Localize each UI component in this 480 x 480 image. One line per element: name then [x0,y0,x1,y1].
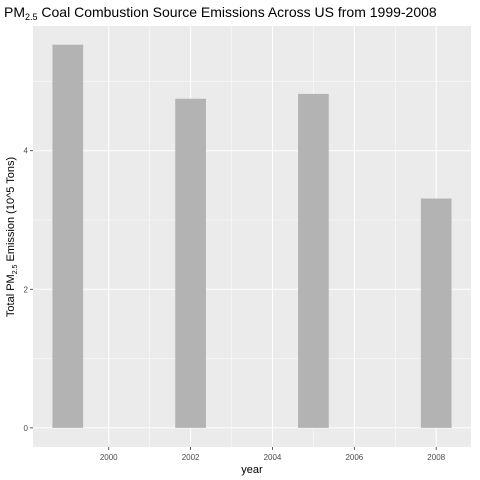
y-tick-label: 4 [24,147,29,156]
x-tick-label: 2006 [345,453,363,462]
x-tick-label: 2000 [100,453,118,462]
ylabel-prefix: Total PM [5,274,17,317]
y-axis-title: Total PM2.5 Emission (10^5 Tons) [5,157,19,317]
bar-2005 [298,93,329,428]
bar-1999 [52,44,84,428]
x-axis: 2000 2002 2004 2006 2008 [100,447,446,462]
title-prefix: PM [4,4,25,20]
x-tick-label: 2002 [182,453,200,462]
bars [52,44,452,428]
title-subscript: 2.5 [25,12,38,22]
y-tick-label: 2 [24,285,29,294]
ylabel-suffix: Emission (10^5 Tons) [5,157,17,265]
bar-2002 [175,98,206,428]
plot-panel [33,26,471,447]
bar-2008 [420,198,452,428]
x-tick-label: 2004 [264,453,282,462]
x-axis-title: year [241,464,263,476]
y-tick-label: 0 [24,424,29,433]
y-axis: 0 2 4 [24,147,33,433]
chart-title: PM2.5 Coal Combustion Source Emissions A… [4,4,437,22]
ylabel-subscript: 2.5 [12,264,19,274]
title-suffix: Coal Combustion Source Emissions Across … [38,4,437,20]
x-tick-label: 2008 [427,453,445,462]
